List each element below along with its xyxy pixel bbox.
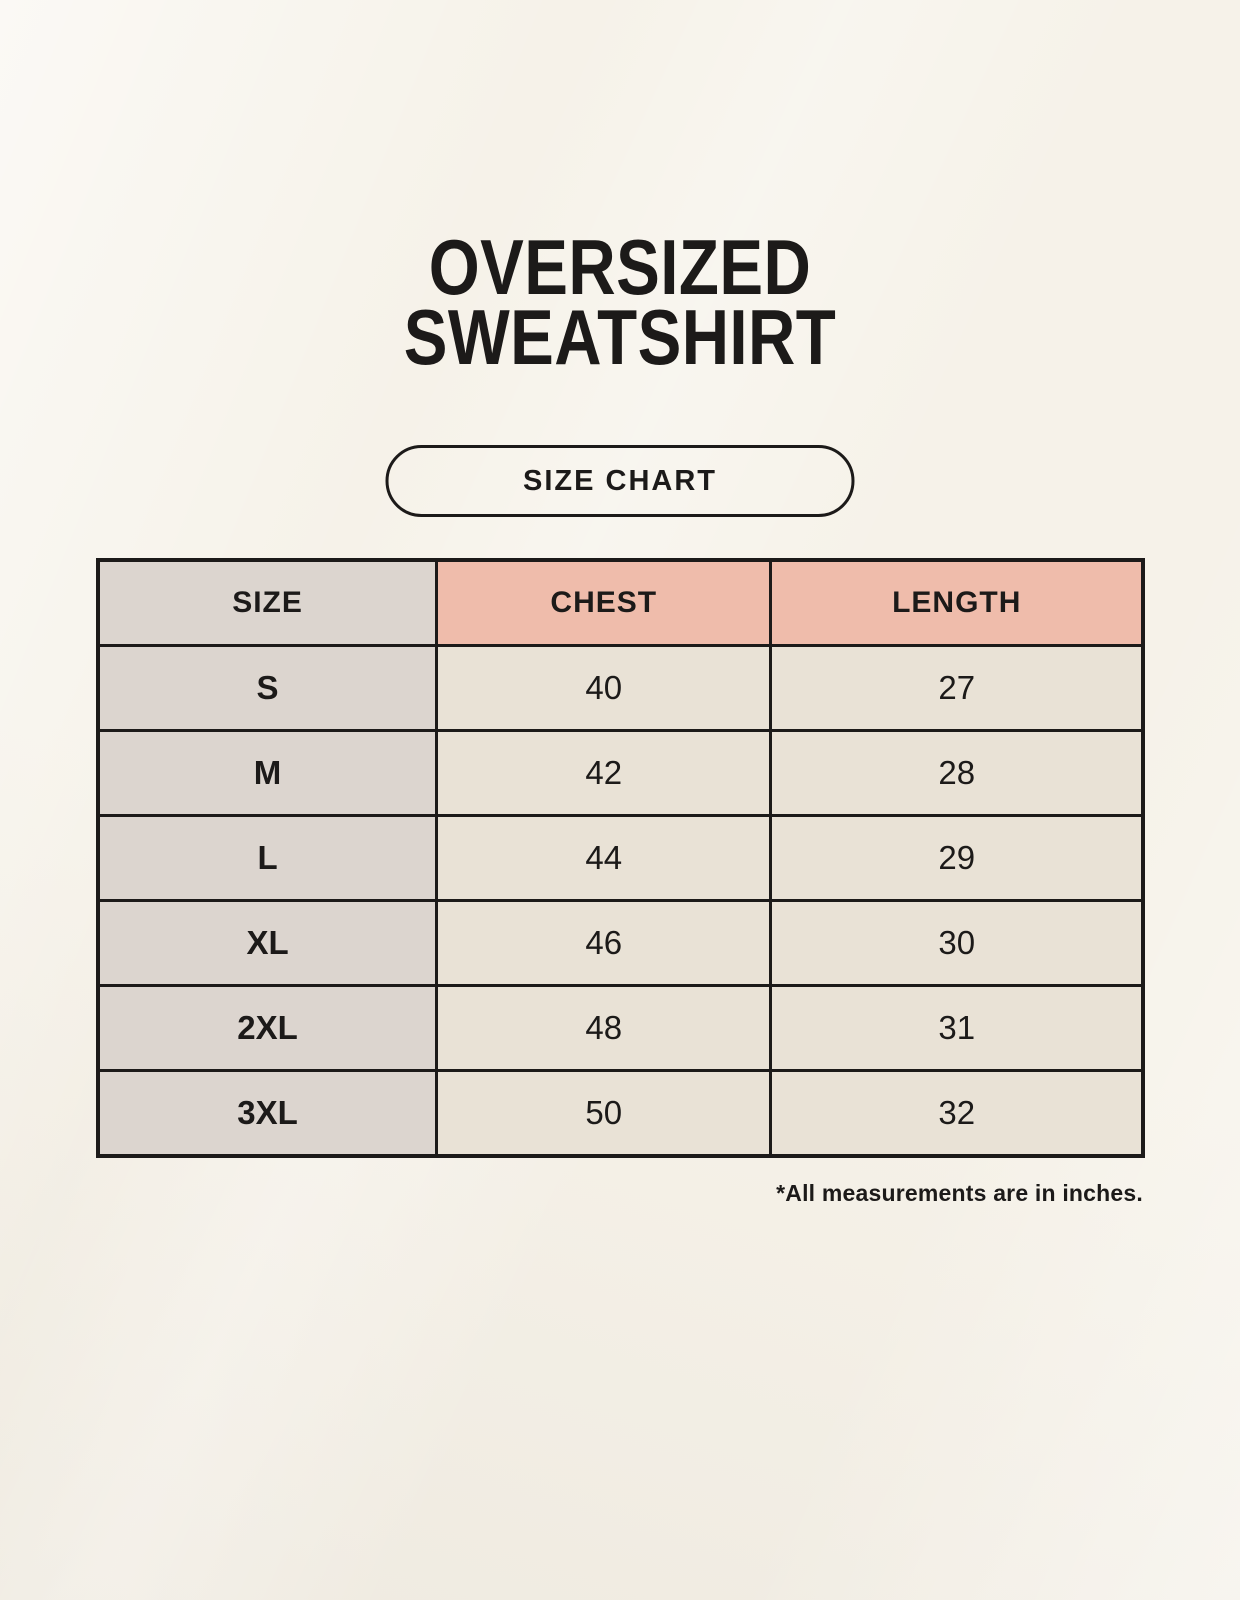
column-header-chest: CHEST — [435, 558, 773, 647]
measurements-footnote: *All measurements are in inches. — [776, 1180, 1143, 1206]
chest-cell: 48 — [435, 984, 773, 1072]
size-cell: S — [96, 644, 439, 732]
table-header-row: SIZE CHEST LENGTH — [96, 558, 1145, 647]
length-cell: 30 — [769, 899, 1145, 987]
table-row-l: L 44 29 — [96, 814, 1145, 902]
chest-cell: 40 — [435, 644, 773, 732]
size-cell: M — [96, 729, 439, 817]
column-header-length: LENGTH — [769, 558, 1145, 647]
chest-cell: 44 — [435, 814, 773, 902]
table-row-s: S 40 27 — [96, 644, 1145, 732]
size-cell: L — [96, 814, 439, 902]
length-cell: 28 — [769, 729, 1145, 817]
size-chart-badge: SIZE CHART — [385, 445, 855, 517]
chest-cell: 42 — [435, 729, 773, 817]
table-row-2xl: 2XL 48 31 — [96, 984, 1145, 1072]
table-row-3xl: 3XL 50 32 — [96, 1069, 1145, 1158]
chest-cell: 46 — [435, 899, 773, 987]
size-cell: XL — [96, 899, 439, 987]
chest-cell: 50 — [435, 1069, 773, 1158]
table-row-xl: XL 46 30 — [96, 899, 1145, 987]
product-title: OVERSIZED SWEATSHIRT — [99, 223, 1141, 381]
size-cell: 2XL — [96, 984, 439, 1072]
length-cell: 31 — [769, 984, 1145, 1072]
product-title-line2: SWEATSHIRT — [403, 293, 837, 381]
size-chart-table: SIZE CHEST LENGTH S 40 27 M 42 28 L 44 2… — [96, 558, 1145, 1158]
length-cell: 27 — [769, 644, 1145, 732]
size-cell: 3XL — [96, 1069, 439, 1158]
product-title-line1: OVERSIZED — [428, 223, 812, 311]
length-cell: 32 — [769, 1069, 1145, 1158]
column-header-size: SIZE — [96, 558, 439, 647]
size-chart-badge-label: SIZE CHART — [523, 464, 717, 497]
length-cell: 29 — [769, 814, 1145, 902]
table-row-m: M 42 28 — [96, 729, 1145, 817]
